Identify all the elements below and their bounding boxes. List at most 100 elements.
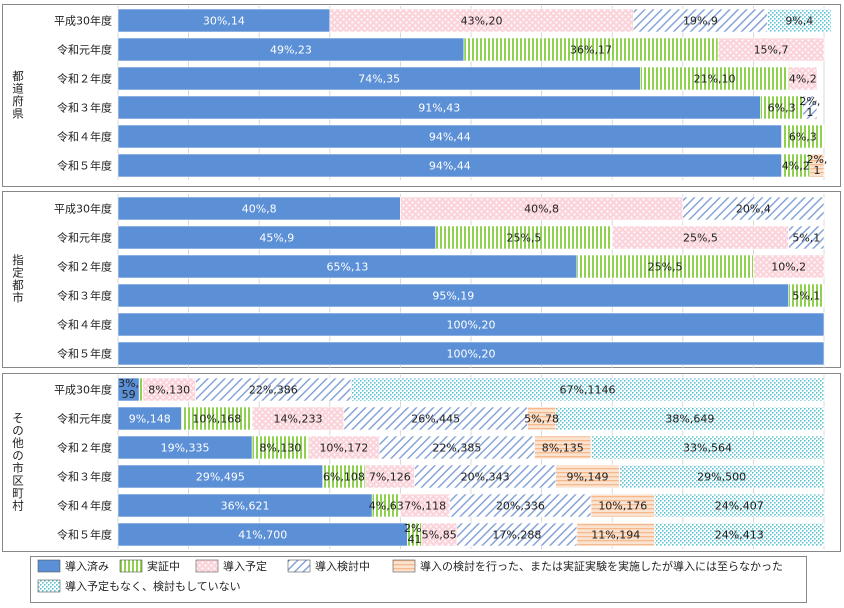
- row-label: 平成30年度: [54, 14, 112, 28]
- bar-segment: [682, 196, 825, 221]
- bar-segment: [654, 493, 825, 518]
- data-label: 29%,500: [697, 471, 746, 484]
- data-label: 15%,7: [754, 44, 789, 57]
- data-label: 8%,130: [148, 384, 190, 397]
- data-label: 33%,564: [683, 442, 732, 455]
- group-label: 都道府県: [12, 69, 24, 121]
- data-label: 38%,649: [665, 413, 714, 426]
- data-label: 6%,3: [768, 102, 796, 115]
- legend-swatch: [392, 559, 416, 573]
- data-label: 43%,20: [461, 15, 503, 28]
- legend-swatch: [287, 559, 311, 573]
- data-label: 10%,168: [192, 413, 241, 426]
- data-label: 4%,2: [789, 73, 817, 86]
- legend-swatch: [195, 559, 219, 573]
- legend-label: 導入済み: [65, 559, 109, 573]
- row-label: 令和２年度: [57, 72, 112, 86]
- data-label: 25%,5: [683, 232, 718, 245]
- data-label: 19%,9: [683, 15, 718, 28]
- row-label: 令和２年度: [57, 260, 112, 274]
- data-label: 5%,78: [524, 413, 559, 426]
- row-label: 令和４年度: [57, 499, 112, 513]
- data-label: 9%,148: [129, 413, 171, 426]
- data-label: 25%,5: [506, 232, 541, 245]
- data-label: 10%,172: [319, 442, 368, 455]
- row-label: 令和４年度: [57, 130, 112, 144]
- data-label: 5%,1: [792, 290, 820, 303]
- data-label: 2%, 1: [799, 95, 820, 119]
- row-label: 平成30年度: [54, 383, 112, 397]
- row-label: 令和４年度: [57, 318, 112, 332]
- bar-segment: [788, 283, 825, 308]
- data-label: 4%,2: [782, 160, 810, 173]
- data-label: 22%,386: [249, 384, 298, 397]
- data-label: 5%,1: [792, 232, 820, 245]
- row-label: 令和５年度: [57, 528, 112, 542]
- legend-label: 実証中: [147, 559, 180, 573]
- data-label: 20%,343: [461, 471, 510, 484]
- group-frame: [2, 373, 841, 552]
- legend-label: 導入検討中: [315, 559, 370, 573]
- data-label: 40%,8: [242, 203, 277, 216]
- data-label: 17%,288: [492, 529, 541, 542]
- data-label: 21%,10: [694, 73, 736, 86]
- data-label: 24%,407: [715, 500, 764, 513]
- bar-segment: [802, 95, 818, 120]
- data-label: 6%,108: [323, 471, 365, 484]
- data-label: 29%,495: [196, 471, 245, 484]
- bar-segment: [767, 8, 832, 33]
- bar-segment: [788, 225, 825, 250]
- data-label: 100%,20: [447, 348, 496, 361]
- bar-segment: [618, 464, 825, 489]
- bar-segment: [350, 377, 825, 402]
- data-label: 8%,135: [542, 442, 584, 455]
- data-label: 74%,35: [358, 73, 400, 86]
- bar-segment: [753, 254, 825, 279]
- group-label: 指定都市: [12, 253, 24, 305]
- legend-swatch: [119, 559, 143, 573]
- legend-label: 導入予定もなく、検討もしていない: [65, 579, 241, 593]
- row-label: 令和３年度: [57, 289, 112, 303]
- group-frame: [2, 191, 841, 368]
- bar-segment: [809, 153, 825, 178]
- data-label: 41%,700: [238, 529, 287, 542]
- row-label: 令和元年度: [57, 231, 112, 245]
- bar-segment: [590, 435, 825, 460]
- bar-segment: [717, 37, 825, 62]
- data-label: 20%,336: [496, 500, 545, 513]
- legend-box: [30, 556, 807, 603]
- row-label: 令和３年度: [57, 101, 112, 115]
- data-label: 22%,385: [432, 442, 481, 455]
- legend-label: 導入の検討を行った、または実証実験を実施したが導入には至らなかった: [420, 559, 783, 573]
- row-label: 平成30年度: [54, 202, 112, 216]
- data-label: 40%,8: [524, 203, 559, 216]
- data-label: 45%,9: [259, 232, 294, 245]
- data-label: 95%,19: [432, 290, 474, 303]
- data-label: 26%,445: [411, 413, 460, 426]
- row-label: 令和元年度: [57, 412, 112, 426]
- bar-segment: [781, 124, 825, 149]
- data-label: 49%,23: [270, 44, 312, 57]
- data-label: 9%,4: [785, 15, 813, 28]
- data-label: 91%,43: [418, 102, 460, 115]
- data-label: 6%,3: [789, 131, 817, 144]
- data-label: 20%,4: [736, 203, 771, 216]
- data-label: 2%, 41: [404, 522, 425, 546]
- data-label: 19%,335: [161, 442, 210, 455]
- legend-swatch: [37, 579, 61, 593]
- data-label: 14%,233: [274, 413, 323, 426]
- group-frame: [2, 4, 841, 187]
- data-label: 25%,5: [648, 261, 683, 274]
- bar-segment: [654, 522, 825, 547]
- row-label: 令和５年度: [57, 347, 112, 361]
- data-label: 7%,118: [404, 500, 446, 513]
- data-label: 10%,176: [598, 500, 647, 513]
- data-label: 30%,14: [203, 15, 245, 28]
- data-label: 9%,149: [567, 471, 609, 484]
- data-label: 100%,20: [447, 319, 496, 332]
- bar-segment: [138, 377, 144, 402]
- data-label: 2%, 1: [806, 153, 827, 177]
- group-label: その他の市区町村: [12, 411, 24, 513]
